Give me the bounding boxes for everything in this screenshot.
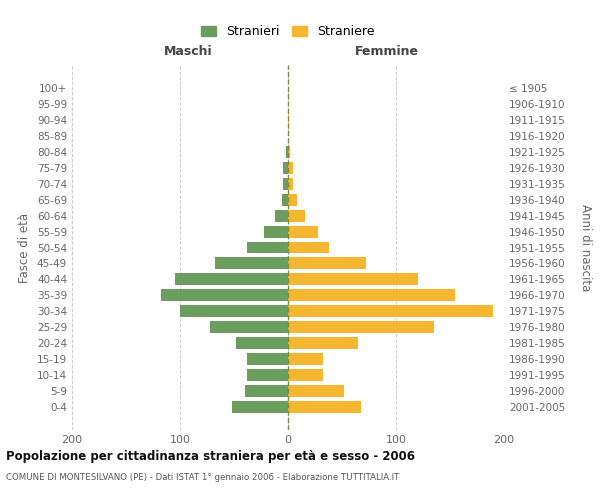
Bar (288, 242, 329, 254)
Bar (288, 162, 293, 173)
Bar (288, 338, 358, 349)
Bar (288, 178, 293, 190)
Legend: Stranieri, Straniere: Stranieri, Straniere (196, 20, 380, 43)
Bar (247, 370, 288, 382)
Bar (288, 354, 323, 366)
Bar (283, 178, 288, 190)
Bar (281, 194, 288, 205)
Bar (275, 210, 288, 222)
Bar (288, 258, 366, 270)
Bar (210, 322, 288, 334)
Bar (180, 306, 288, 318)
Bar (215, 258, 288, 270)
Bar (288, 290, 455, 302)
Bar (288, 226, 318, 237)
Bar (288, 210, 305, 222)
Bar (247, 354, 288, 366)
Y-axis label: Anni di nascita: Anni di nascita (580, 204, 593, 291)
Bar (288, 146, 290, 158)
Bar (288, 386, 344, 398)
Bar (283, 162, 288, 173)
Bar (245, 386, 288, 398)
Bar (286, 146, 288, 158)
Bar (288, 114, 289, 126)
Bar (264, 226, 288, 237)
Bar (288, 306, 493, 318)
Bar (175, 274, 288, 285)
Bar (288, 194, 296, 205)
Bar (288, 402, 361, 413)
Bar (288, 322, 434, 334)
Bar (247, 242, 288, 254)
Text: Popolazione per cittadinanza straniera per età e sesso - 2006: Popolazione per cittadinanza straniera p… (6, 450, 415, 463)
Bar (232, 402, 288, 413)
Bar (288, 274, 418, 285)
Bar (288, 370, 323, 382)
Bar (236, 338, 288, 349)
Y-axis label: Fasce di età: Fasce di età (19, 212, 31, 282)
Text: Femmine: Femmine (355, 44, 419, 58)
Bar (161, 290, 288, 302)
Text: COMUNE DI MONTESILVANO (PE) - Dati ISTAT 1° gennaio 2006 - Elaborazione TUTTITAL: COMUNE DI MONTESILVANO (PE) - Dati ISTAT… (6, 472, 400, 482)
Text: Maschi: Maschi (164, 44, 213, 58)
